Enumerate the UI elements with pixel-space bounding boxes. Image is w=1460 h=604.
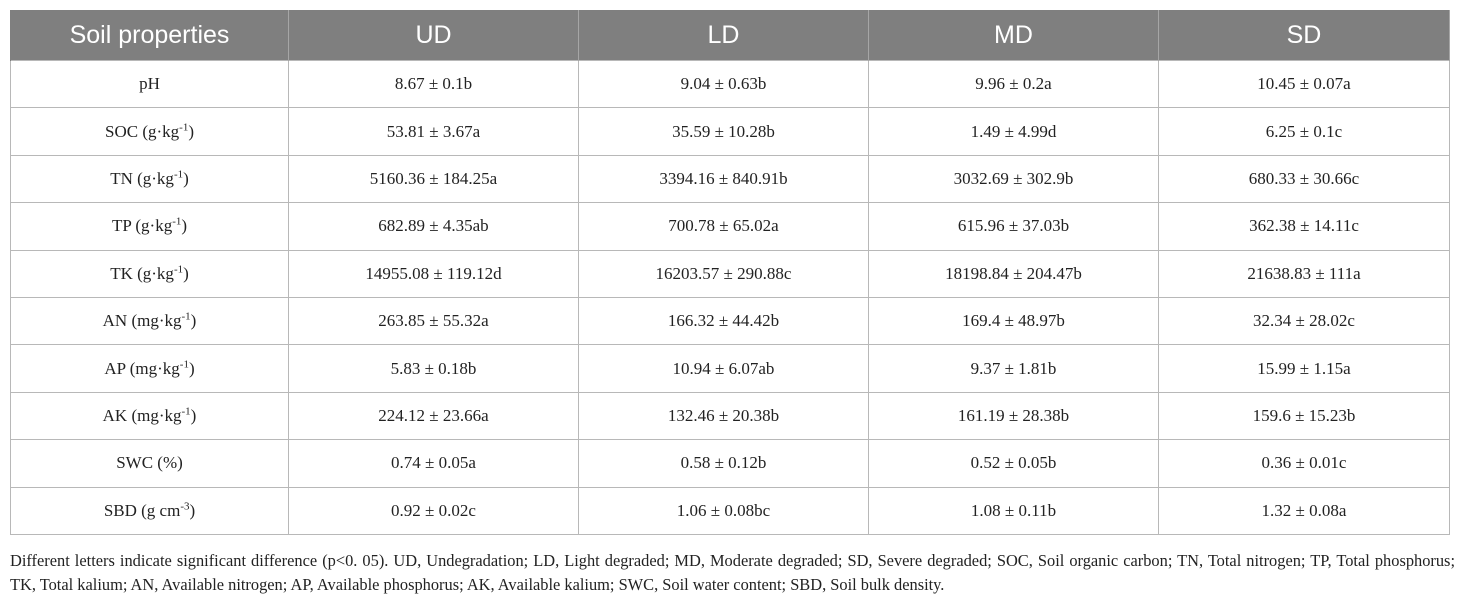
value-cell-ld: 16203.57 ± 290.88c <box>578 249 869 298</box>
value-cell-ud: 8.67 ± 0.1b <box>288 59 579 109</box>
value-cell-ud: 263.85 ± 55.32a <box>288 296 579 346</box>
unit-exponent: -3 <box>180 500 190 513</box>
property-cell: AP (mg·kg-1) <box>10 344 289 393</box>
unit-exponent: -1 <box>172 215 182 228</box>
unit-exponent: -1 <box>181 405 191 418</box>
value-cell-md: 615.96 ± 37.03b <box>868 202 1159 251</box>
value-cell-ld: 166.32 ± 44.42b <box>578 296 869 346</box>
table-body: pH 8.67 ± 0.1b 9.04 ± 0.63b 9.96 ± 0.2a … <box>10 59 1450 535</box>
value-cell-ud: 5.83 ± 0.18b <box>288 344 579 393</box>
value-cell-sd: 0.36 ± 0.01c <box>1158 439 1450 488</box>
value-cell-ld: 1.06 ± 0.08bc <box>578 486 869 535</box>
value-cell-ud: 14955.08 ± 119.12d <box>288 249 579 298</box>
property-label: pH <box>139 74 160 94</box>
value-cell-ud: 0.92 ± 0.02c <box>288 486 579 535</box>
table-row: TP (g·kg-1) 682.89 ± 4.35ab 700.78 ± 65.… <box>10 202 1450 251</box>
value-cell-md: 161.19 ± 28.38b <box>868 391 1159 441</box>
soil-properties-table: Soil properties UD LD MD SD pH 8.67 ± 0.… <box>10 10 1450 535</box>
value-cell-ud: 682.89 ± 4.35ab <box>288 202 579 251</box>
unit-exponent: -1 <box>181 310 191 323</box>
value-cell-ld: 10.94 ± 6.07ab <box>578 344 869 393</box>
value-cell-sd: 680.33 ± 30.66c <box>1158 154 1450 204</box>
value-cell-ud: 224.12 ± 23.66a <box>288 391 579 441</box>
table-row: AP (mg·kg-1) 5.83 ± 0.18b 10.94 ± 6.07ab… <box>10 344 1450 393</box>
value-cell-ld: 9.04 ± 0.63b <box>578 59 869 109</box>
property-label: AN (mg·kg <box>102 311 182 331</box>
header-ld: LD <box>578 10 869 61</box>
value-cell-md: 9.96 ± 0.2a <box>868 59 1159 109</box>
unit-exponent: -1 <box>173 168 184 181</box>
value-cell-sd: 159.6 ± 15.23b <box>1158 391 1450 441</box>
unit-close: ) <box>190 405 197 425</box>
value-cell-ud: 5160.36 ± 184.25a <box>288 154 579 204</box>
value-cell-md: 1.08 ± 0.11b <box>868 486 1159 535</box>
property-label: AK (mg·kg <box>102 405 182 425</box>
table-row: AN (mg·kg-1) 263.85 ± 55.32a 166.32 ± 44… <box>10 296 1450 346</box>
property-cell: AN (mg·kg-1) <box>10 296 289 346</box>
value-cell-sd: 15.99 ± 1.15a <box>1158 344 1450 393</box>
value-cell-ld: 700.78 ± 65.02a <box>578 202 869 251</box>
table-row: pH 8.67 ± 0.1b 9.04 ± 0.63b 9.96 ± 0.2a … <box>10 59 1450 109</box>
unit-close: ) <box>183 168 189 188</box>
unit-close: ) <box>190 311 197 331</box>
value-cell-sd: 1.32 ± 0.08a <box>1158 486 1450 535</box>
unit-exponent: -1 <box>173 263 184 276</box>
value-cell-md: 1.49 ± 4.99d <box>868 107 1159 156</box>
value-cell-md: 18198.84 ± 204.47b <box>868 249 1159 298</box>
value-cell-sd: 10.45 ± 0.07a <box>1158 59 1450 109</box>
unit-close: ) <box>188 121 194 141</box>
soil-properties-table-container: Soil properties UD LD MD SD pH 8.67 ± 0.… <box>10 10 1450 535</box>
property-cell: SBD (g cm-3) <box>10 486 289 535</box>
value-cell-md: 0.52 ± 0.05b <box>868 439 1159 488</box>
header-ud: UD <box>288 10 579 61</box>
value-cell-ld: 0.58 ± 0.12b <box>578 439 869 488</box>
value-cell-ud: 0.74 ± 0.05a <box>288 439 579 488</box>
value-cell-sd: 21638.83 ± 111a <box>1158 249 1450 298</box>
property-cell: SOC (g·kg-1) <box>10 107 289 156</box>
header-md: MD <box>868 10 1159 61</box>
value-cell-ld: 3394.16 ± 840.91b <box>578 154 869 204</box>
property-cell: AK (mg·kg-1) <box>10 391 289 441</box>
unit-close: ) <box>188 358 195 378</box>
property-cell: TN (g·kg-1) <box>10 154 289 204</box>
table-row: AK (mg·kg-1) 224.12 ± 23.66a 132.46 ± 20… <box>10 391 1450 441</box>
table-row: SOC (g·kg-1) 53.81 ± 3.67a 35.59 ± 10.28… <box>10 107 1450 156</box>
unit-exponent: -1 <box>179 357 189 370</box>
property-cell: SWC (%) <box>10 439 289 488</box>
header-row: Soil properties UD LD MD SD <box>10 10 1450 61</box>
value-cell-ld: 132.46 ± 20.38b <box>578 391 869 441</box>
value-cell-md: 9.37 ± 1.81b <box>868 344 1159 393</box>
unit-close: ) <box>181 216 188 236</box>
value-cell-sd: 362.38 ± 14.11c <box>1158 202 1450 251</box>
property-cell: TP (g·kg-1) <box>10 202 289 251</box>
unit-exponent: -1 <box>179 120 189 133</box>
value-cell-ld: 35.59 ± 10.28b <box>578 107 869 156</box>
table-header: Soil properties UD LD MD SD <box>10 10 1450 61</box>
table-row: TN (g·kg-1) 5160.36 ± 184.25a 3394.16 ± … <box>10 154 1450 204</box>
value-cell-sd: 32.34 ± 28.02c <box>1158 296 1450 346</box>
property-label: SBD (g cm <box>103 500 181 520</box>
value-cell-md: 3032.69 ± 302.9b <box>868 154 1159 204</box>
value-cell-sd: 6.25 ± 0.1c <box>1158 107 1450 156</box>
value-cell-ud: 53.81 ± 3.67a <box>288 107 579 156</box>
table-row: TK (g·kg-1) 14955.08 ± 119.12d 16203.57 … <box>10 249 1450 298</box>
header-sd: SD <box>1158 10 1450 61</box>
property-label: TP (g·kg <box>111 216 173 236</box>
property-label: TK (g·kg <box>110 263 174 283</box>
header-soil-properties: Soil properties <box>10 10 289 61</box>
value-cell-md: 169.4 ± 48.97b <box>868 296 1159 346</box>
property-label: SOC (g·kg <box>105 121 180 141</box>
table-row: SWC (%) 0.74 ± 0.05a 0.58 ± 0.12b 0.52 ±… <box>10 439 1450 488</box>
property-cell: TK (g·kg-1) <box>10 249 289 298</box>
property-label: SWC (%) <box>116 453 183 473</box>
table-footnote: Different letters indicate significant d… <box>10 551 1455 594</box>
unit-close: ) <box>189 500 196 520</box>
unit-close: ) <box>183 263 189 283</box>
property-cell: pH <box>10 59 289 109</box>
property-label: TN (g·kg <box>110 168 174 188</box>
property-label: AP (mg·kg <box>104 358 180 378</box>
table-row: SBD (g cm-3) 0.92 ± 0.02c 1.06 ± 0.08bc … <box>10 486 1450 535</box>
